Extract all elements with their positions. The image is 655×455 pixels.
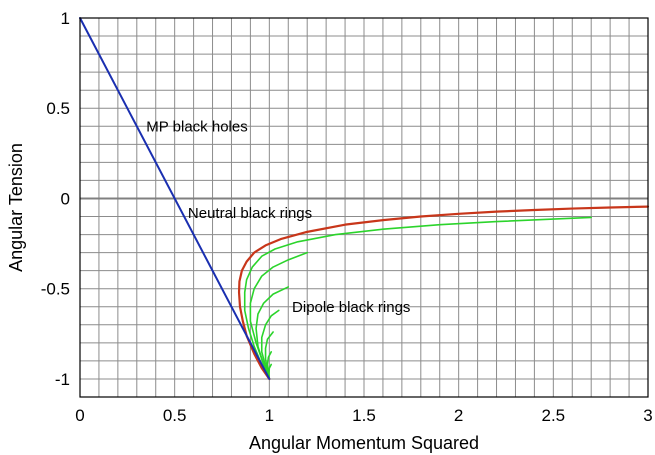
x-tick-labels: 0 0.5 1 1.5 2 2.5 3 [75,406,652,425]
grid [80,18,648,397]
x-axis-label: Angular Momentum Squared [249,433,479,453]
y-tick-label: 1 [61,9,70,28]
annotation-label: Dipole black rings [292,299,410,316]
x-tick-label: 2.5 [542,406,566,425]
y-tick-labels: 1 0.5 0 -0.5 -1 [41,9,70,389]
plot-frame [79,17,649,398]
annotations: MP black holes Neutral black rings Dipole … [146,118,410,315]
x-tick-label: 1 [265,406,274,425]
y-tick-label: 0 [61,189,70,208]
series-dipole-black-rings-curve [243,216,592,380]
x-tick-label: 3 [643,406,652,425]
x-tick-label: 1.5 [352,406,376,425]
annotation-label: MP black holes [146,118,247,135]
x-tick-label: 0 [75,406,84,425]
series-dipole-black-rings-curve [255,286,290,380]
series-mp-black-holes [79,17,271,380]
series-dipole-black-rings-curve [268,363,273,380]
series-dipole-black-rings-curve [260,309,280,380]
y-tick-label: -0.5 [41,280,70,299]
x-tick-label: 2 [454,406,463,425]
series-layer [79,17,650,381]
y-axis-label: Angular Tension [6,143,26,272]
annotation-label: Neutral black rings [188,205,312,222]
series-neutral-black-rings [237,205,650,381]
y-tick-label: 0.5 [46,99,70,118]
x-tick-label: 0.5 [163,406,187,425]
y-tick-label: -1 [55,370,70,389]
